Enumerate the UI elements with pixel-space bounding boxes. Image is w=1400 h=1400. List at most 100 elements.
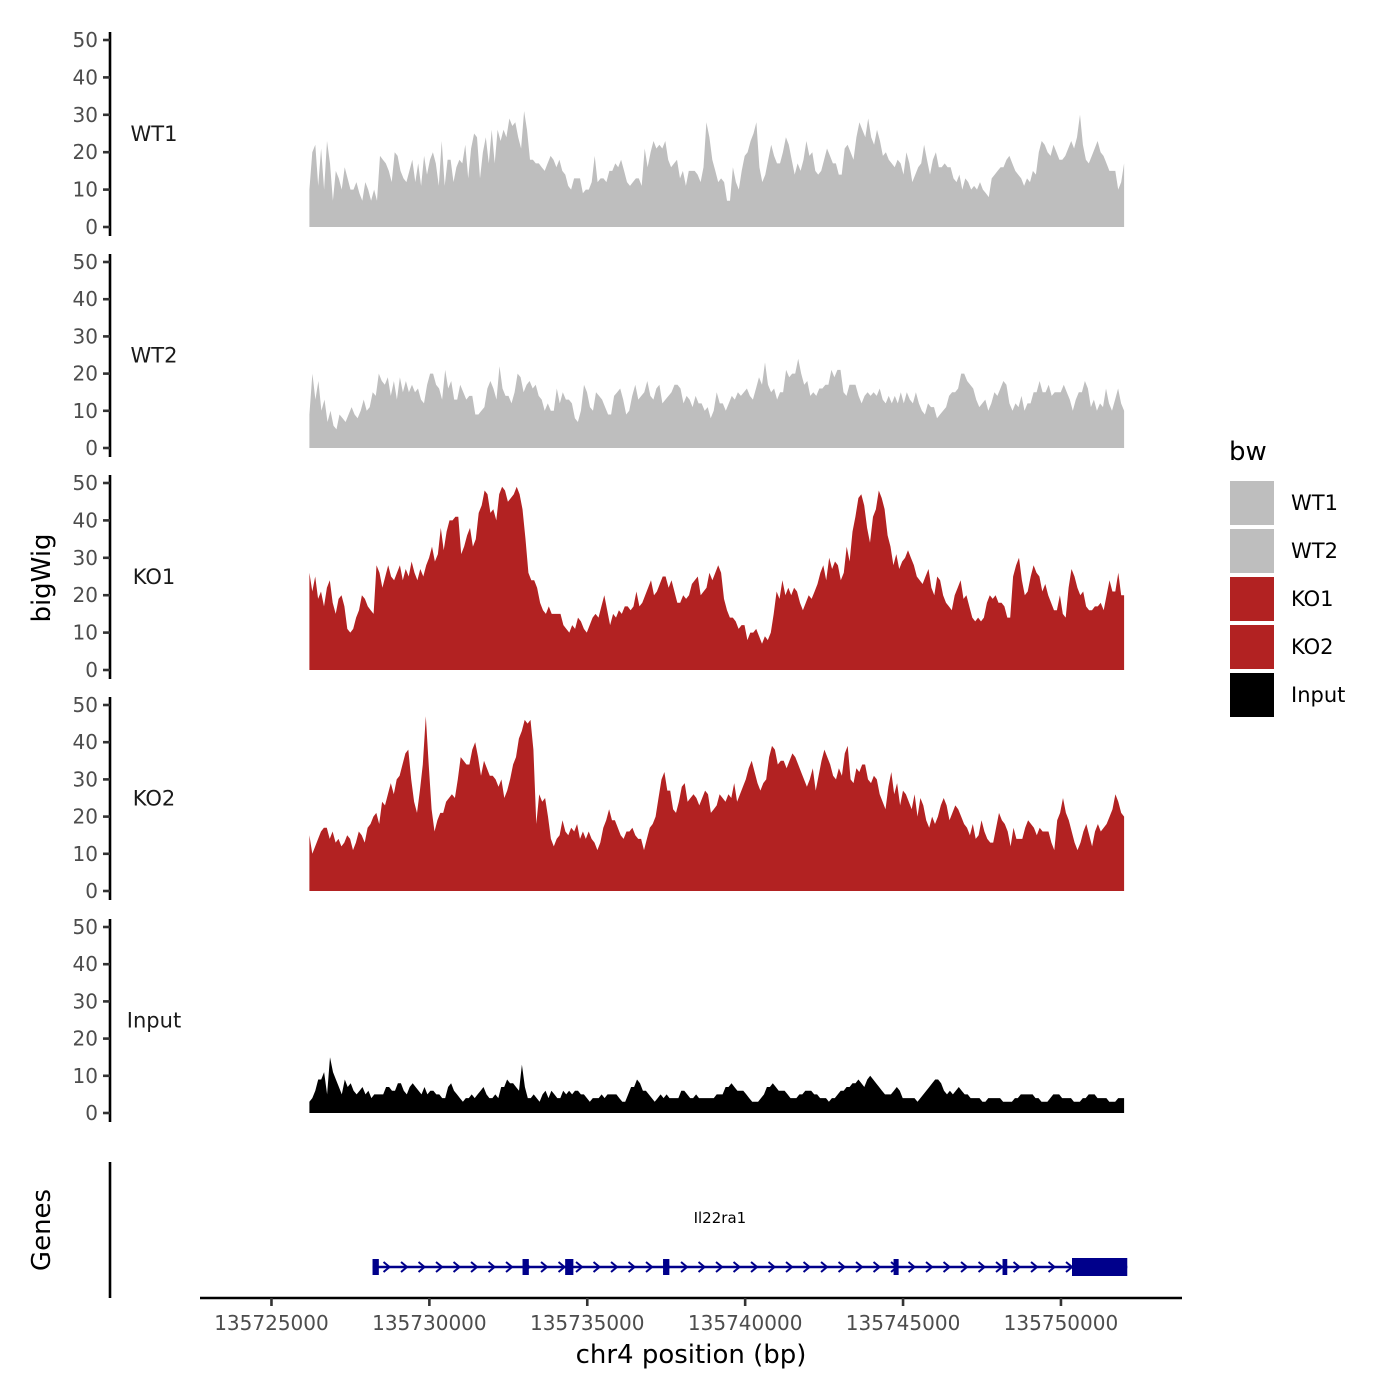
legend-entries: WT1 WT2 KO1 KO2 Input xyxy=(1228,479,1345,719)
y-axis-wt1: 0 10 20 30 40 50 xyxy=(73,28,112,239)
strand-arrow xyxy=(715,1261,724,1273)
track-ko1: KO1 xyxy=(133,486,1125,670)
strand-arrow xyxy=(837,1261,847,1273)
legend-item-ko2: KO2 xyxy=(1228,623,1334,671)
gene-name-label: Il22ra1 xyxy=(694,1209,747,1227)
track-label-ko2: KO2 xyxy=(133,787,176,811)
coverage-area-ko1 xyxy=(309,486,1125,670)
y-tick-label: 30 xyxy=(73,324,98,348)
y-tick-label: 10 xyxy=(73,399,98,423)
exon-5 xyxy=(893,1259,899,1275)
strand-arrow xyxy=(505,1261,514,1273)
y-tick-label: 20 xyxy=(73,362,98,386)
y-tick-label: 20 xyxy=(73,583,98,607)
y-tick-label: 30 xyxy=(73,989,98,1013)
y-tick-label: 50 xyxy=(73,250,98,274)
y-tick-label: 0 xyxy=(85,658,98,682)
strand-arrow xyxy=(872,1261,882,1273)
x-tick-label: 135745000 xyxy=(846,1311,961,1335)
strand-arrow xyxy=(785,1261,794,1273)
y-axis-input: 0 10 20 30 40 50 xyxy=(73,915,112,1125)
track-ko2: KO2 xyxy=(133,716,1125,891)
legend-swatch xyxy=(1228,671,1276,719)
strand-arrow xyxy=(680,1261,689,1273)
y-tick-label: 40 xyxy=(73,508,98,532)
exon-1 xyxy=(372,1259,379,1275)
strand-arrow xyxy=(435,1261,444,1273)
strand-arrow xyxy=(592,1261,602,1273)
strand-arrow xyxy=(540,1261,549,1273)
y-tick-label: 0 xyxy=(85,436,98,460)
legend: bw WT1 WT2 KO1 KO2 Input xyxy=(1228,437,1345,719)
genes-axis-title: Genes xyxy=(27,1189,57,1271)
track-label-wt2: WT2 xyxy=(131,344,178,368)
legend-swatch xyxy=(1228,623,1276,671)
strand-arrow xyxy=(750,1261,759,1273)
legend-label: WT2 xyxy=(1291,539,1338,563)
y-axis-ko1: 0 10 20 30 40 50 xyxy=(73,471,112,682)
legend-item-wt1: WT1 xyxy=(1228,479,1338,527)
y-tick-label: 20 xyxy=(73,140,98,164)
legend-label: Input xyxy=(1291,683,1345,707)
x-tick-label: 135735000 xyxy=(530,1311,645,1335)
x-tick-label: 135740000 xyxy=(688,1311,803,1335)
strand-arrow xyxy=(1012,1261,1022,1273)
x-axis-title: chr4 position (bp) xyxy=(576,1340,807,1370)
strand-arrow xyxy=(452,1261,462,1273)
y-tick-label: 20 xyxy=(73,805,98,829)
exon-6 xyxy=(1002,1259,1008,1275)
y-axes: 0 10 20 30 40 50 0 10 20 30 40 50 0 10 20 30 40 50 0 10 20 30… xyxy=(73,28,112,1125)
strand-arrow xyxy=(960,1261,969,1273)
strand-arrow xyxy=(925,1261,934,1273)
y-tick-label: 20 xyxy=(73,1027,98,1051)
strand-arrow xyxy=(417,1261,427,1273)
gene-il22ra1: Il22ra1 xyxy=(372,1209,1128,1276)
legend-title: bw xyxy=(1229,437,1267,467)
gene-models: Il22ra1 xyxy=(372,1209,1128,1276)
coverage-area-wt1 xyxy=(309,111,1125,227)
exon-7 xyxy=(1072,1258,1128,1276)
strand-arrow xyxy=(942,1261,952,1273)
y-tick-label: 10 xyxy=(73,178,98,202)
coverage-area-wt2 xyxy=(309,358,1125,448)
x-tick-label: 135730000 xyxy=(372,1311,487,1335)
strand-arrow xyxy=(627,1261,637,1273)
strand-arrow xyxy=(1030,1261,1039,1273)
coverage-area-input xyxy=(309,1057,1125,1113)
y-tick-label: 0 xyxy=(85,215,98,239)
strand-arrow xyxy=(470,1261,479,1273)
y-tick-label: 30 xyxy=(73,103,98,127)
track-wt1: WT1 xyxy=(131,111,1125,227)
track-wt2: WT2 xyxy=(131,344,1125,448)
y-tick-label: 40 xyxy=(73,730,98,754)
strand-arrow xyxy=(382,1261,392,1273)
strand-arrow xyxy=(575,1261,584,1273)
exon-3 xyxy=(565,1259,574,1275)
strand-arrow xyxy=(995,1261,1004,1273)
strand-arrow xyxy=(645,1261,654,1273)
y-tick-label: 50 xyxy=(73,915,98,939)
y-tick-label: 40 xyxy=(73,287,98,311)
strand-arrow xyxy=(1047,1261,1057,1273)
coverage-tracks: WT1 WT2 KO1 KO2 Input xyxy=(127,111,1125,1113)
strand-arrow xyxy=(820,1261,829,1273)
exon-4 xyxy=(663,1259,670,1275)
strand-arrow xyxy=(697,1261,707,1273)
coverage-area-ko2 xyxy=(309,716,1125,891)
x-tick-label: 135725000 xyxy=(214,1311,329,1335)
y-tick-label: 30 xyxy=(73,767,98,791)
x-tick-label: 135750000 xyxy=(1004,1311,1119,1335)
y-tick-label: 50 xyxy=(73,693,98,717)
x-axis-ticks: 135725000 135730000 135735000 135740000 1357… xyxy=(214,1298,1118,1335)
strand-arrow xyxy=(557,1261,567,1273)
strand-arrow xyxy=(732,1261,742,1273)
y-tick-label: 0 xyxy=(85,879,98,903)
y-tick-label: 50 xyxy=(73,28,98,52)
legend-swatch xyxy=(1228,527,1276,575)
legend-item-ko1: KO1 xyxy=(1228,575,1334,623)
y-tick-label: 10 xyxy=(73,621,98,645)
exon-2 xyxy=(522,1259,529,1275)
strand-arrow xyxy=(907,1261,917,1273)
y-axis-title: bigWig xyxy=(27,533,57,622)
track-label-wt1: WT1 xyxy=(131,122,178,146)
